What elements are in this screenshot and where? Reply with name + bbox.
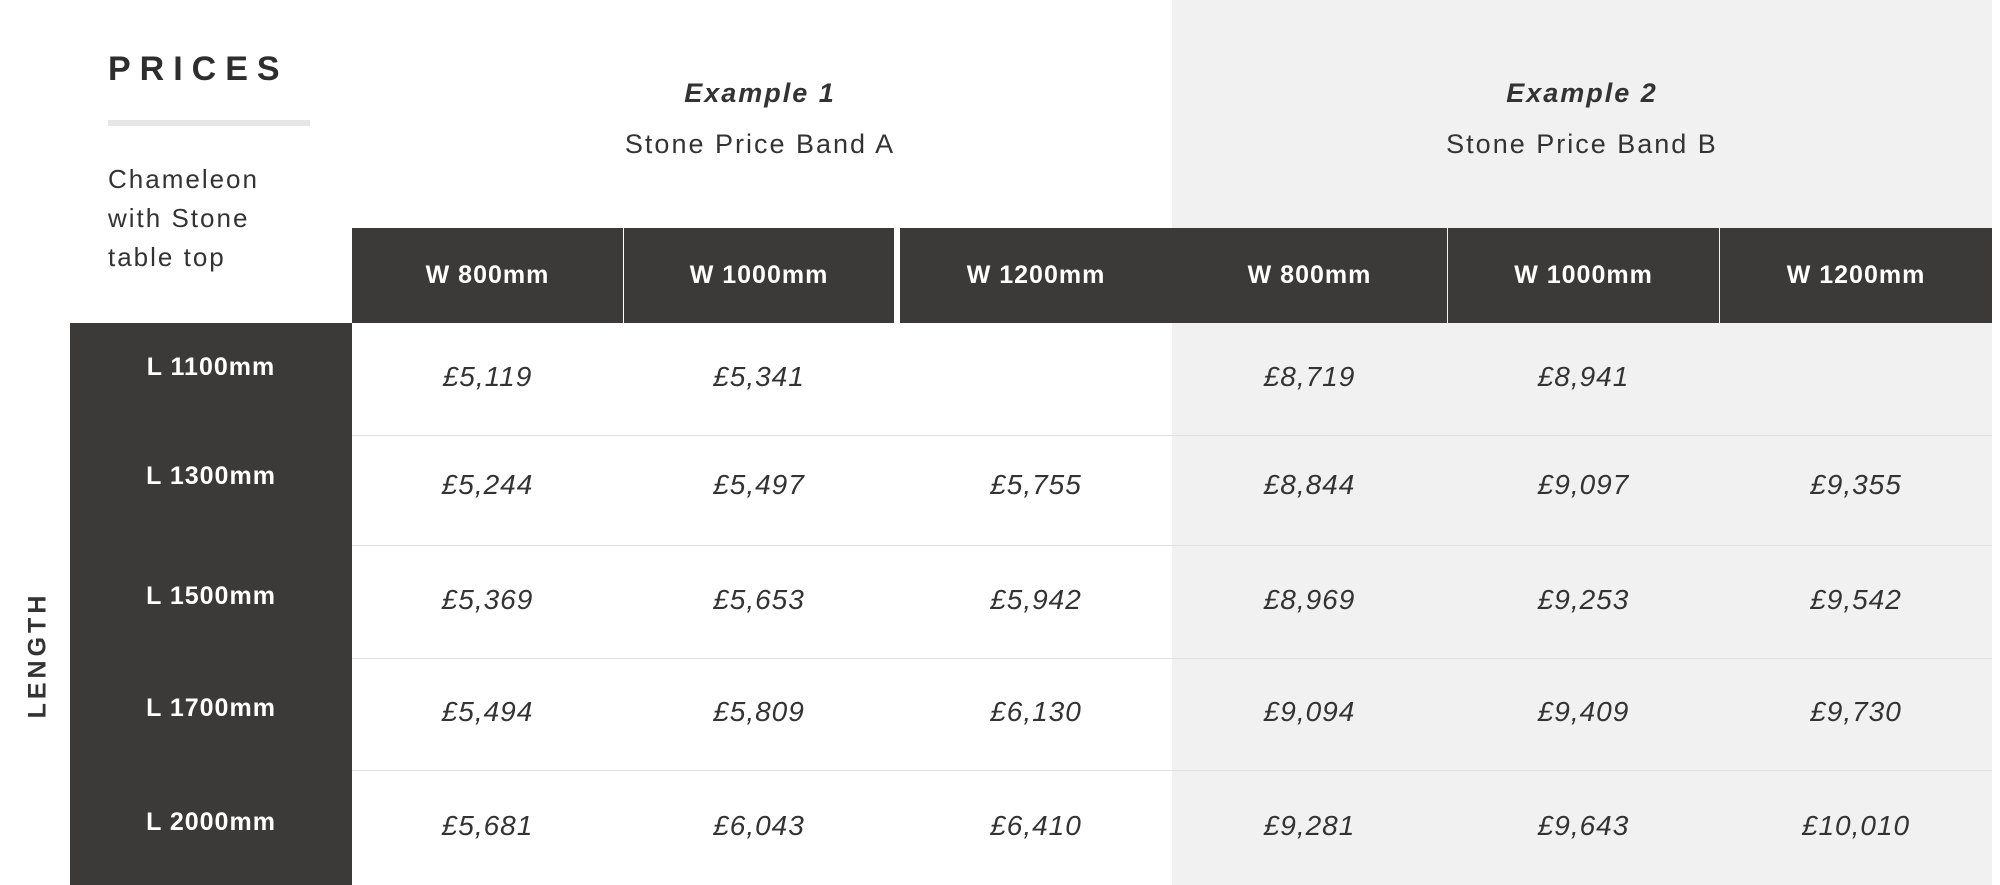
price-cell: £5,494: [441, 696, 534, 727]
price-cell: £9,094: [1263, 696, 1356, 727]
price-cell: £8,969: [1263, 583, 1356, 615]
row-divider: [352, 435, 1992, 436]
price-cell: £9,253: [1537, 583, 1630, 615]
row-divider: [352, 658, 1992, 659]
row-label: L 1300mm: [146, 462, 276, 490]
row-label: L 1700mm: [146, 694, 276, 722]
column-header: W 1000mm: [624, 228, 894, 323]
price-cell: £5,653: [713, 583, 805, 615]
price-cell: £9,355: [1810, 469, 1902, 500]
row-label-column: [70, 323, 352, 885]
price-cell: £9,542: [1810, 583, 1902, 615]
price-cell: £6,410: [990, 809, 1082, 841]
group-example-1: Example 1 Stone Price Band A: [352, 78, 1168, 160]
price-cell: £5,497: [713, 469, 805, 500]
row-divider: [352, 770, 1992, 771]
column-header: W 800mm: [352, 228, 623, 323]
group-heading: Example 2: [1506, 78, 1658, 108]
column-header: W 1200mm: [1720, 228, 1992, 323]
price-cell: £9,281: [1263, 809, 1356, 841]
price-cell: £5,244: [441, 469, 534, 500]
price-cell: £8,941: [1537, 361, 1630, 392]
row-divider: [352, 545, 1992, 546]
price-cell: £5,942: [990, 583, 1082, 615]
price-cell: £5,809: [713, 696, 805, 727]
price-cell: £6,130: [990, 696, 1082, 727]
band-b-background: [1172, 0, 1992, 885]
page-title: PRICES: [108, 50, 289, 88]
row-label: L 1100mm: [146, 353, 276, 381]
title-divider: [108, 120, 310, 126]
product-description: Chameleon with Stone table top: [108, 164, 259, 272]
group-band: Stone Price Band B: [1446, 129, 1718, 159]
price-cell: £9,097: [1537, 469, 1630, 500]
length-axis-label: LENGTH: [23, 591, 52, 719]
price-cell: £5,369: [441, 583, 534, 615]
price-cell: £5,341: [713, 361, 805, 392]
column-header: W 1200mm: [900, 228, 1172, 323]
price-cell: £8,844: [1263, 469, 1356, 500]
price-cell: £5,119: [442, 361, 533, 392]
price-cell: £5,755: [990, 469, 1082, 500]
price-cell: £8,719: [1263, 361, 1356, 392]
column-header: W 800mm: [1172, 228, 1447, 323]
price-cell: £9,409: [1537, 696, 1630, 727]
price-cell: £9,730: [1810, 696, 1902, 727]
price-cell: £9,643: [1537, 809, 1630, 841]
column-header: W 1000mm: [1448, 228, 1719, 323]
price-cell: £5,681: [441, 809, 534, 841]
group-heading: Example 1: [684, 78, 836, 108]
price-cell: £6,043: [713, 809, 805, 841]
row-label: L 2000mm: [146, 807, 276, 836]
row-label: L 1500mm: [146, 581, 276, 610]
price-cell: £10,010: [1801, 809, 1911, 841]
group-band: Stone Price Band A: [624, 129, 896, 159]
group-example-2: Example 2 Stone Price Band B: [1172, 78, 1992, 160]
